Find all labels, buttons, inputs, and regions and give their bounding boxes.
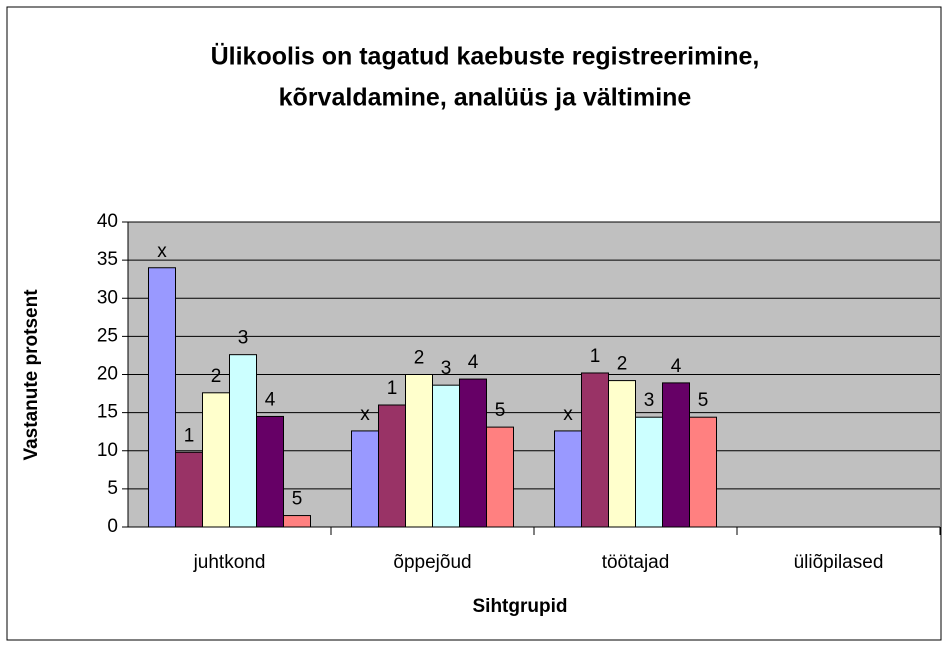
data-label: 3 <box>238 328 249 349</box>
y-tick-label: 5 <box>107 478 118 499</box>
data-label: 5 <box>292 489 303 510</box>
data-label: x <box>157 241 167 262</box>
bar <box>229 354 257 528</box>
data-label: 4 <box>468 352 479 373</box>
data-label: 2 <box>617 354 628 375</box>
bar <box>256 415 284 528</box>
data-label: 1 <box>387 378 398 399</box>
bar <box>486 426 514 528</box>
bar <box>175 451 203 528</box>
bar <box>148 267 176 528</box>
chart-title: Ülikoolis on tagatud kaebuste registreer… <box>211 42 760 71</box>
y-tick-label: 30 <box>97 287 118 308</box>
y-tick-label: 25 <box>97 325 118 346</box>
data-label: x <box>563 404 573 425</box>
x-tick-label: juhtkond <box>193 552 266 573</box>
bar <box>202 392 230 528</box>
bar <box>554 430 582 528</box>
data-label: 4 <box>671 356 682 377</box>
bar <box>378 404 406 528</box>
data-label: 2 <box>211 366 222 387</box>
x-axis-label: Sihtgrupid <box>473 596 568 617</box>
y-tick-label: 0 <box>107 516 118 537</box>
bar <box>432 384 460 528</box>
bar <box>689 416 717 528</box>
data-label: 5 <box>698 390 709 411</box>
data-label: 3 <box>644 390 655 411</box>
x-tick-label: üliõpilased <box>794 552 884 573</box>
bar <box>351 430 379 528</box>
y-tick-label: 35 <box>97 249 118 270</box>
bar <box>459 378 487 528</box>
x-tick-label: õppejõud <box>393 552 471 573</box>
data-label: x <box>360 404 370 425</box>
bar <box>581 372 609 528</box>
bar <box>283 515 311 528</box>
bar <box>635 416 663 528</box>
bar <box>405 374 433 528</box>
y-tick-label: 40 <box>97 211 118 232</box>
y-tick-label: 15 <box>97 402 118 423</box>
bar <box>662 382 690 528</box>
x-tick-label: töötajad <box>602 552 670 573</box>
data-label: 1 <box>590 346 601 367</box>
data-label: 1 <box>184 425 195 446</box>
y-axis-label: Vastanute protsent <box>21 289 42 461</box>
data-label: 4 <box>265 389 276 410</box>
bar <box>608 380 636 528</box>
data-label: 3 <box>441 358 452 379</box>
chart-title: kõrvaldamine, analüüs ja vältimine <box>279 84 692 112</box>
y-tick-label: 10 <box>97 440 118 461</box>
y-tick-label: 20 <box>97 364 118 385</box>
data-label: 5 <box>495 400 506 421</box>
data-label: 2 <box>414 348 425 369</box>
